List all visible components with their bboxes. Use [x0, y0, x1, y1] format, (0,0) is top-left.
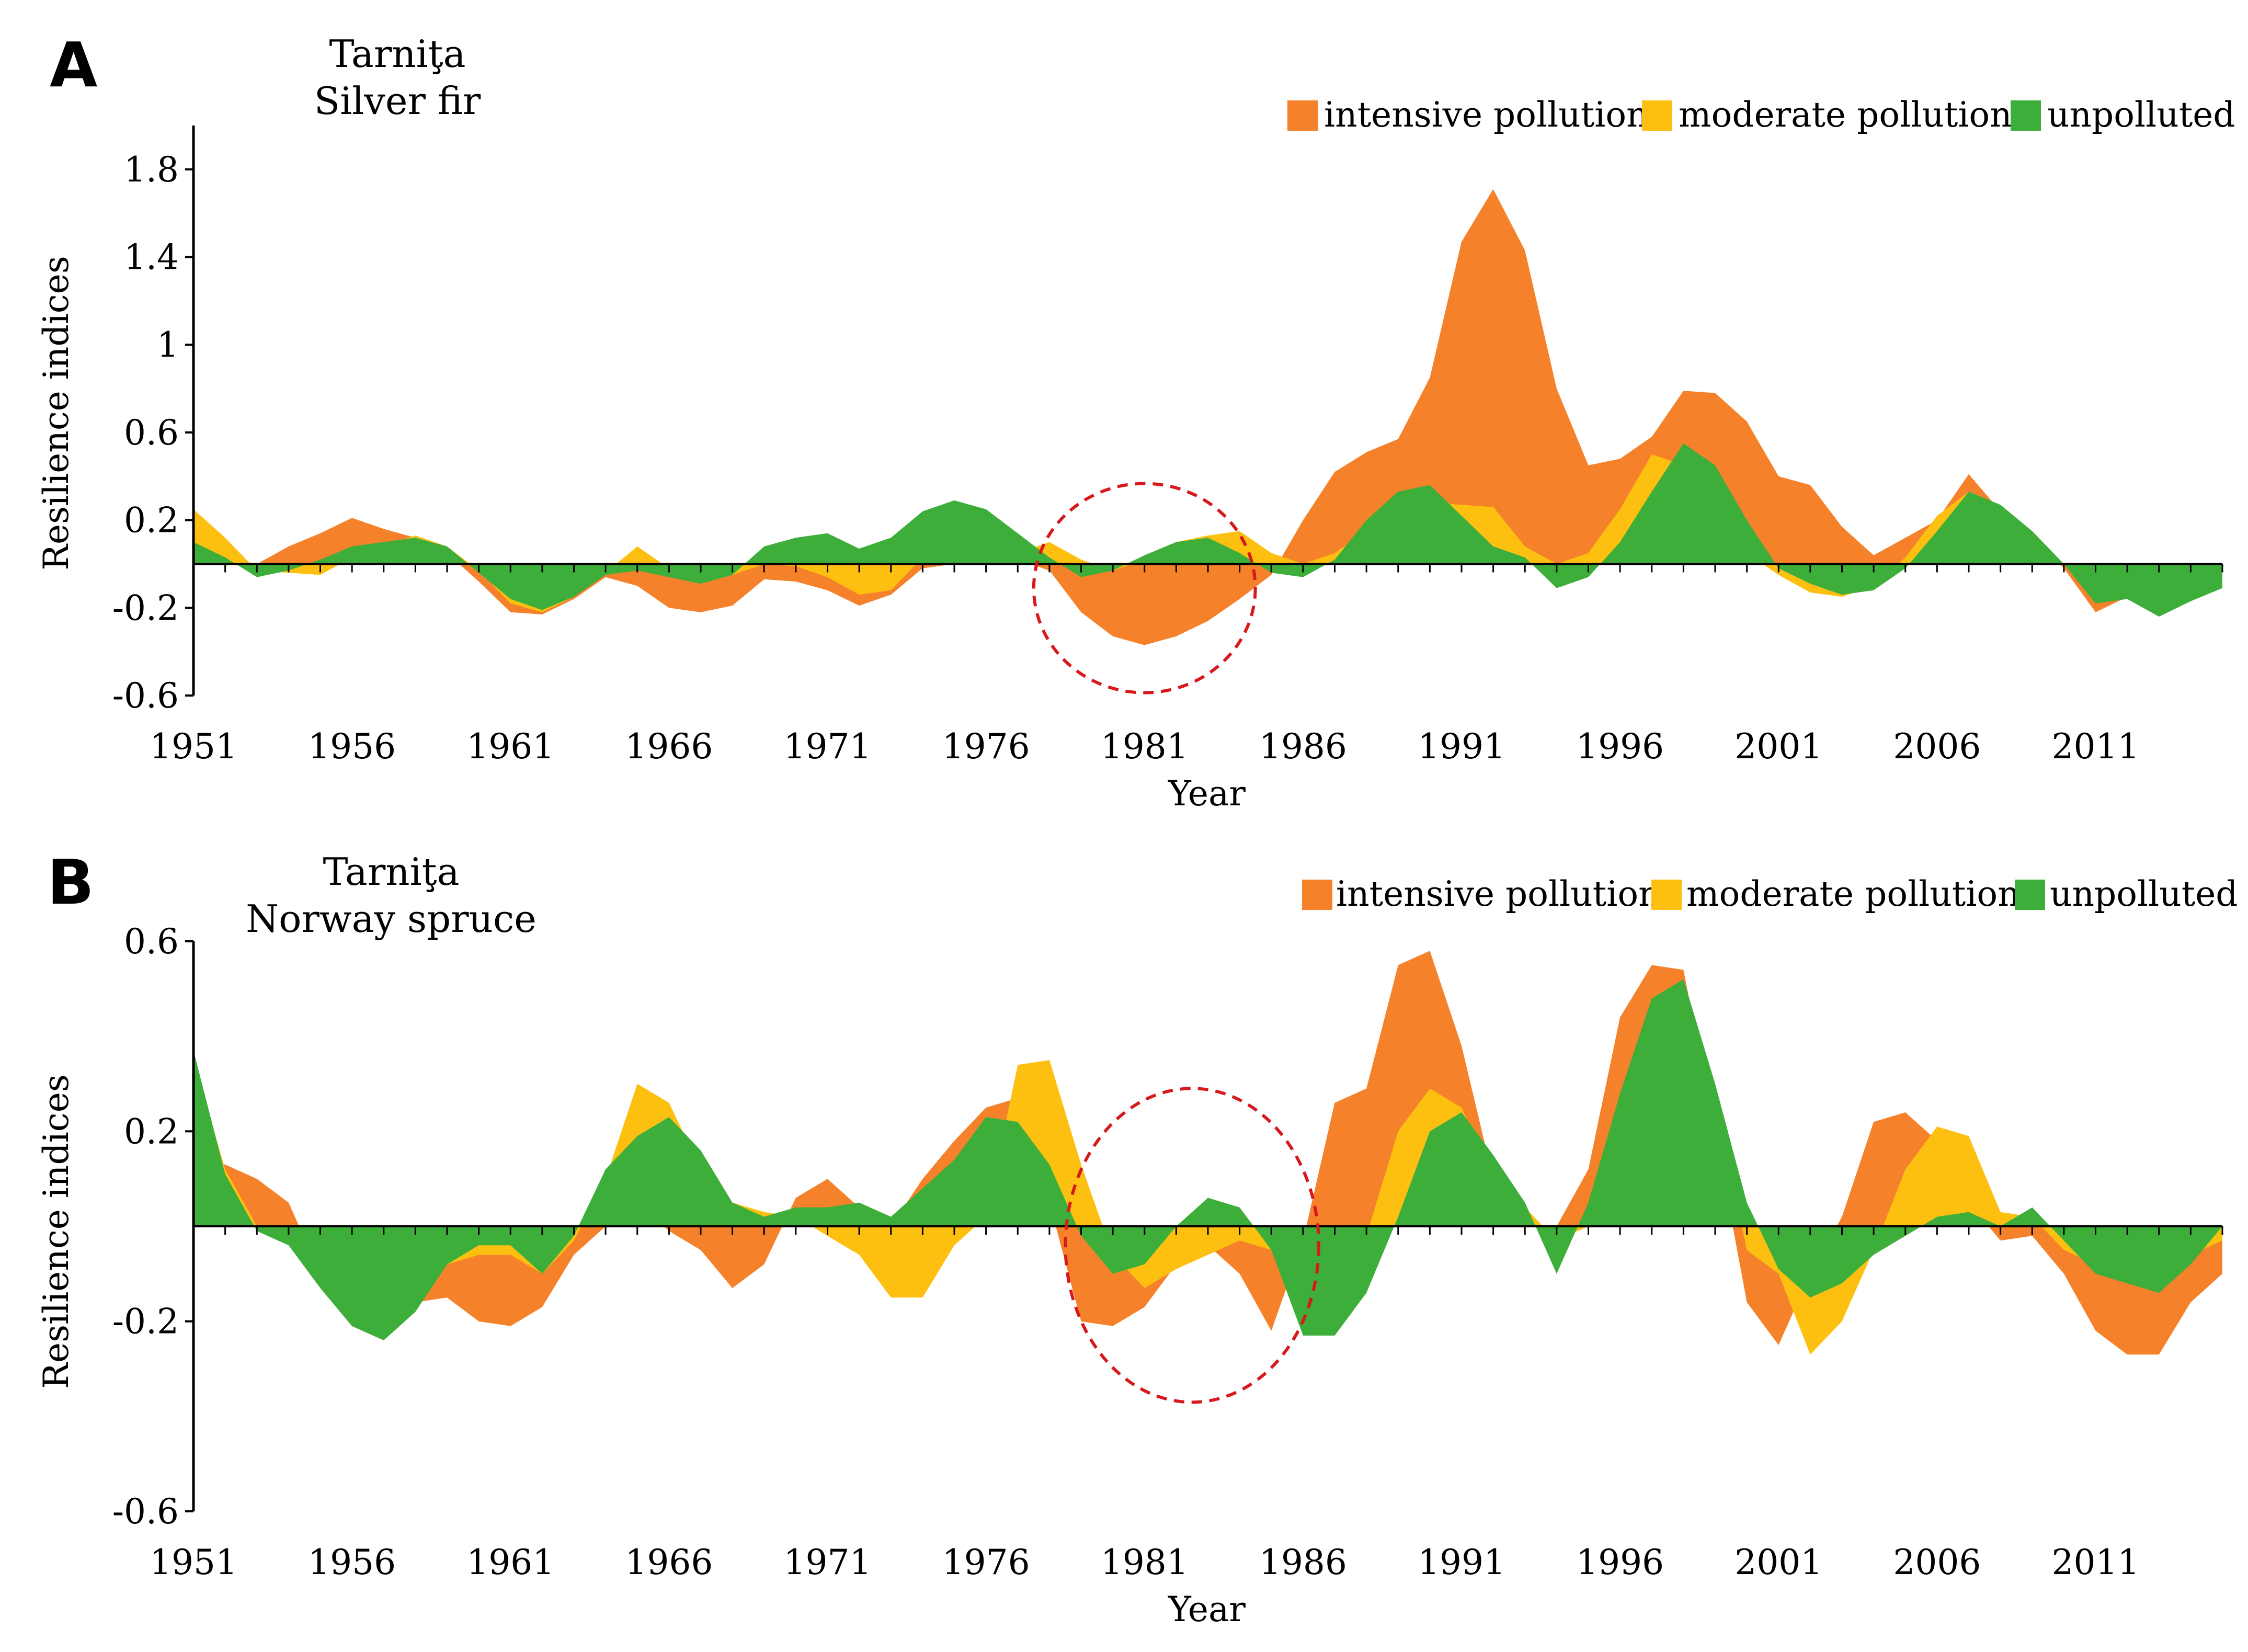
series-area-unpolluted: [193, 443, 2222, 617]
legend-swatch-intensive: [1302, 880, 1332, 910]
x-tick-label: 1951: [150, 726, 237, 767]
legend: intensive pollution moderate pollution u…: [1287, 95, 2235, 135]
y-axis-label: Resilience indices: [36, 1074, 76, 1388]
x-tick-label: 1966: [625, 1542, 713, 1582]
x-tick-label: 1961: [466, 1542, 554, 1582]
x-tick-label: 2006: [1893, 726, 1981, 767]
y-tick-label: 0.2: [124, 500, 179, 541]
legend-label-moderate: moderate pollution: [1686, 874, 2020, 914]
x-tick-label: 2011: [2052, 1542, 2140, 1582]
panel-letter: A: [50, 29, 97, 101]
series-area-unpolluted: [193, 979, 2222, 1340]
y-axis-label: Resilience indices: [36, 256, 76, 570]
x-tick-label: 1991: [1418, 1542, 1505, 1582]
x-axis-label: Year: [1168, 773, 1246, 814]
legend-swatch-intensive: [1287, 100, 1318, 131]
legend-label-intensive: intensive pollution: [1324, 95, 1649, 135]
x-tick-label: 1981: [1101, 726, 1189, 767]
x-axis-ticks: [192, 564, 2223, 573]
x-tick-label: 1986: [1259, 726, 1347, 767]
legend-label-intensive: intensive pollution: [1336, 874, 1661, 914]
x-tick-label: 1966: [625, 726, 713, 767]
x-tick-label: 2001: [1735, 726, 1822, 767]
x-axis-ticks: [192, 1226, 2223, 1235]
y-tick-label: -0.2: [112, 1302, 179, 1342]
x-axis-tick-labels: 1951 1956 1961 1966 1971 1976 1981 1986 1991 1996…: [150, 726, 2139, 767]
y-tick-label: 0.2: [124, 1111, 179, 1152]
y-axis-ticks: -0.6 -0.2 0.2 0.6: [112, 921, 193, 1532]
chart-title-line-1: Tarniţa: [329, 32, 465, 76]
chart-title-line-2: Silver fir: [314, 79, 481, 123]
x-tick-label: 1971: [784, 1542, 872, 1582]
x-tick-label: 2001: [1735, 1542, 1822, 1582]
chart-title-line-1: Tarniţa: [323, 850, 459, 894]
x-tick-label: 1951: [150, 1542, 237, 1582]
x-tick-label: 1981: [1101, 1542, 1189, 1582]
panel-letter: B: [47, 846, 94, 918]
data-series-areas: [193, 189, 2222, 645]
legend-label-unpolluted: unpolluted: [2047, 95, 2235, 135]
x-tick-label: 1996: [1576, 726, 1664, 767]
x-tick-label: 1976: [942, 726, 1030, 767]
panel-a-silver-fir: A Tarniţa Silver fir intensive pollution…: [36, 29, 2235, 814]
legend: intensive pollution moderate pollution u…: [1302, 874, 2238, 914]
legend-swatch-moderate: [1651, 880, 1682, 910]
x-tick-label: 1991: [1418, 726, 1505, 767]
legend-label-moderate: moderate pollution: [1679, 95, 2012, 135]
x-tick-label: 1956: [308, 726, 396, 767]
chart-title-line-2: Norway spruce: [246, 897, 537, 941]
y-tick-label: -0.6: [112, 676, 179, 716]
y-tick-label: -0.6: [112, 1491, 179, 1532]
x-axis-label: Year: [1168, 1589, 1246, 1630]
y-axis-ticks: -0.6 -0.2 0.2 0.6 1 1.4 1.8: [112, 150, 193, 716]
x-tick-label: 1986: [1259, 1542, 1347, 1582]
data-series-areas: [193, 951, 2222, 1355]
y-tick-label: 0.6: [124, 413, 179, 453]
x-tick-label: 1976: [942, 1542, 1030, 1582]
panel-b-norway-spruce: B Tarniţa Norway spruce intensive pollut…: [36, 846, 2238, 1630]
legend-swatch-moderate: [1642, 100, 1672, 131]
legend-swatch-unpolluted: [2015, 880, 2045, 910]
y-tick-label: 1: [157, 325, 179, 365]
x-tick-label: 1956: [308, 1542, 396, 1582]
x-tick-label: 2006: [1893, 1542, 1981, 1582]
y-tick-label: -0.2: [112, 588, 179, 628]
y-tick-label: 1.8: [124, 150, 179, 190]
x-axis-tick-labels: 1951 1956 1961 1966 1971 1976 1981 1986 1991 1996…: [150, 1542, 2139, 1582]
legend-label-unpolluted: unpolluted: [2050, 874, 2238, 914]
y-tick-label: 0.6: [124, 921, 179, 962]
highlight-circle: [1032, 482, 1257, 694]
highlight-circle: [1064, 1087, 1320, 1404]
x-tick-label: 1996: [1576, 1542, 1664, 1582]
x-tick-label: 1971: [784, 726, 872, 767]
x-tick-label: 1961: [466, 726, 554, 767]
legend-swatch-unpolluted: [2011, 100, 2041, 131]
y-tick-label: 1.4: [124, 237, 179, 278]
x-tick-label: 2011: [2052, 726, 2140, 767]
